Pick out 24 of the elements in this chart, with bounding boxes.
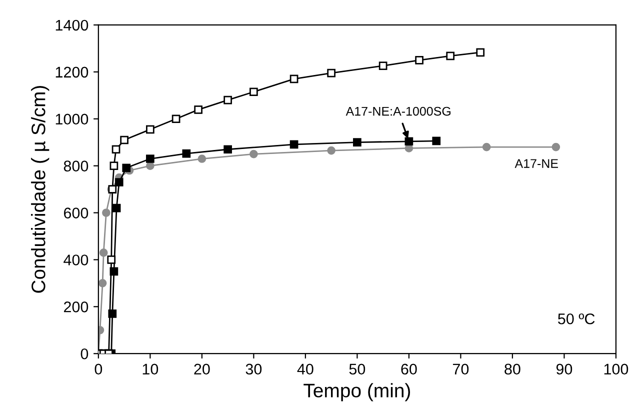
y-tick-label: 200 xyxy=(64,302,88,312)
x-tick-label: 80 xyxy=(504,364,520,375)
x-tick-label: 70 xyxy=(452,364,469,375)
y-axis-title: Condutividade ( µ S/cm) xyxy=(31,86,50,293)
x-tick-label: 30 xyxy=(246,364,262,375)
x-tick-label: 0 xyxy=(94,364,102,375)
y-tick-label: 0 xyxy=(80,348,88,360)
x-tick-label: 90 xyxy=(556,364,572,375)
x-tick-label: 40 xyxy=(297,364,314,375)
y-tick-label: 1400 xyxy=(56,20,88,31)
x-tick-label: 60 xyxy=(401,364,417,375)
x-tick-label: 20 xyxy=(194,364,210,375)
y-tick-label: 400 xyxy=(64,254,88,266)
y-tick-label: 800 xyxy=(64,160,88,172)
series-label: A17-NE:A-1000SG xyxy=(346,106,450,116)
x-axis-title: Tempo (min) xyxy=(304,383,410,402)
annotation: 50 ºC xyxy=(558,313,595,324)
series-label: A17-NE xyxy=(514,159,558,168)
x-tick-label: 10 xyxy=(142,364,158,375)
x-tick-label: 50 xyxy=(349,364,366,375)
y-tick-label: 1200 xyxy=(56,66,88,78)
y-tick-label: 600 xyxy=(64,208,88,218)
x-tick-label: 100 xyxy=(604,364,628,375)
y-tick-label: 1000 xyxy=(56,114,88,125)
